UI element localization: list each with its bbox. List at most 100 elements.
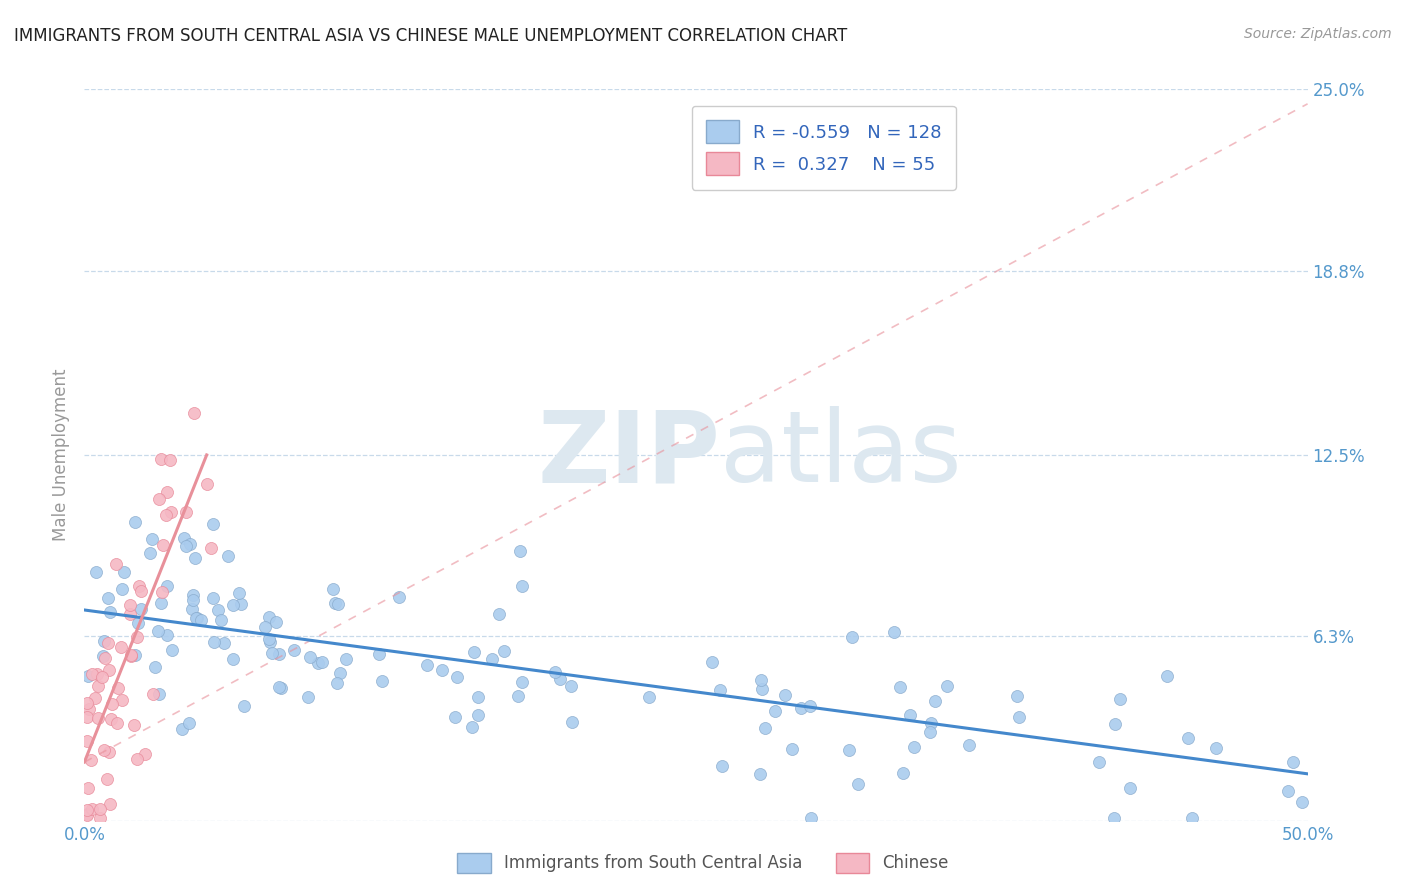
Point [754, 722, 776, 736]
Point [76, 807, 98, 822]
Point [257, 632, 280, 646]
Point [87, 711, 110, 725]
Point [111, 582, 134, 596]
Point [76, 668, 98, 682]
Point [76, 710, 98, 724]
Point [889, 680, 911, 694]
Point [105, 715, 128, 730]
Point [127, 615, 149, 630]
Point [156, 628, 179, 642]
Point [800, 811, 823, 825]
Point [134, 747, 156, 761]
Point [122, 718, 145, 732]
Point [120, 648, 142, 663]
Point [98, 797, 121, 811]
Point [368, 647, 391, 661]
Point [561, 715, 583, 730]
Point [463, 645, 485, 659]
Point [488, 607, 510, 621]
Point [76, 734, 98, 748]
Point [100, 712, 122, 726]
Point [446, 670, 468, 684]
Point [257, 610, 280, 624]
Point [841, 631, 863, 645]
Y-axis label: Male Unemployment: Male Unemployment [52, 368, 70, 541]
Point [152, 537, 174, 551]
Point [328, 597, 350, 611]
Point [1102, 811, 1125, 825]
Point [700, 655, 723, 669]
Point [560, 679, 582, 693]
Legend: Immigrants from South Central Asia, Chinese: Immigrants from South Central Asia, Chin… [451, 847, 955, 880]
Point [222, 652, 245, 666]
Point [548, 672, 571, 686]
Point [159, 453, 181, 467]
Point [267, 680, 290, 694]
Point [311, 655, 333, 669]
Point [307, 657, 329, 671]
Point [1177, 731, 1199, 745]
Point [388, 590, 411, 604]
Point [93, 634, 115, 648]
Point [105, 557, 128, 571]
Point [80, 667, 103, 681]
Text: ZIP: ZIP [537, 407, 720, 503]
Point [98, 605, 121, 619]
Point [97, 591, 120, 606]
Point [124, 648, 146, 663]
Point [283, 643, 305, 657]
Point [1277, 784, 1299, 798]
Point [709, 683, 731, 698]
Point [142, 687, 165, 701]
Point [799, 698, 821, 713]
Point [202, 634, 225, 648]
Point [195, 477, 218, 491]
Point [1156, 668, 1178, 682]
Point [155, 508, 177, 522]
Point [924, 694, 946, 708]
Point [231, 597, 253, 611]
Point [125, 630, 148, 644]
Point [129, 601, 152, 615]
Point [160, 504, 183, 518]
Point [98, 663, 121, 677]
Point [935, 679, 957, 693]
Point [1291, 795, 1313, 809]
Point [181, 593, 204, 607]
Point [181, 588, 204, 602]
Point [494, 643, 516, 657]
Point [202, 591, 225, 605]
Point [148, 687, 170, 701]
Point [93, 651, 115, 665]
Point [711, 759, 734, 773]
Point [297, 690, 319, 704]
Point [179, 715, 201, 730]
Point [467, 690, 489, 704]
Point [444, 709, 467, 723]
Point [749, 673, 772, 687]
Text: IMMIGRANTS FROM SOUTH CENTRAL ASIA VS CHINESE MALE UNEMPLOYMENT CORRELATION CHAR: IMMIGRANTS FROM SOUTH CENTRAL ASIA VS CH… [14, 27, 848, 45]
Point [264, 615, 287, 629]
Point [957, 739, 980, 753]
Point [101, 697, 124, 711]
Point [920, 725, 942, 739]
Point [110, 640, 132, 655]
Point [883, 624, 905, 639]
Point [156, 484, 179, 499]
Point [80, 753, 103, 767]
Point [125, 752, 148, 766]
Point [416, 658, 439, 673]
Point [150, 451, 173, 466]
Point [371, 674, 394, 689]
Point [898, 707, 921, 722]
Point [181, 602, 204, 616]
Point [184, 611, 207, 625]
Point [509, 544, 531, 558]
Point [91, 670, 114, 684]
Point [838, 742, 860, 756]
Point [920, 715, 942, 730]
Text: Source: ZipAtlas.com: Source: ZipAtlas.com [1244, 27, 1392, 41]
Point [143, 659, 166, 673]
Point [269, 648, 291, 662]
Point [233, 698, 256, 713]
